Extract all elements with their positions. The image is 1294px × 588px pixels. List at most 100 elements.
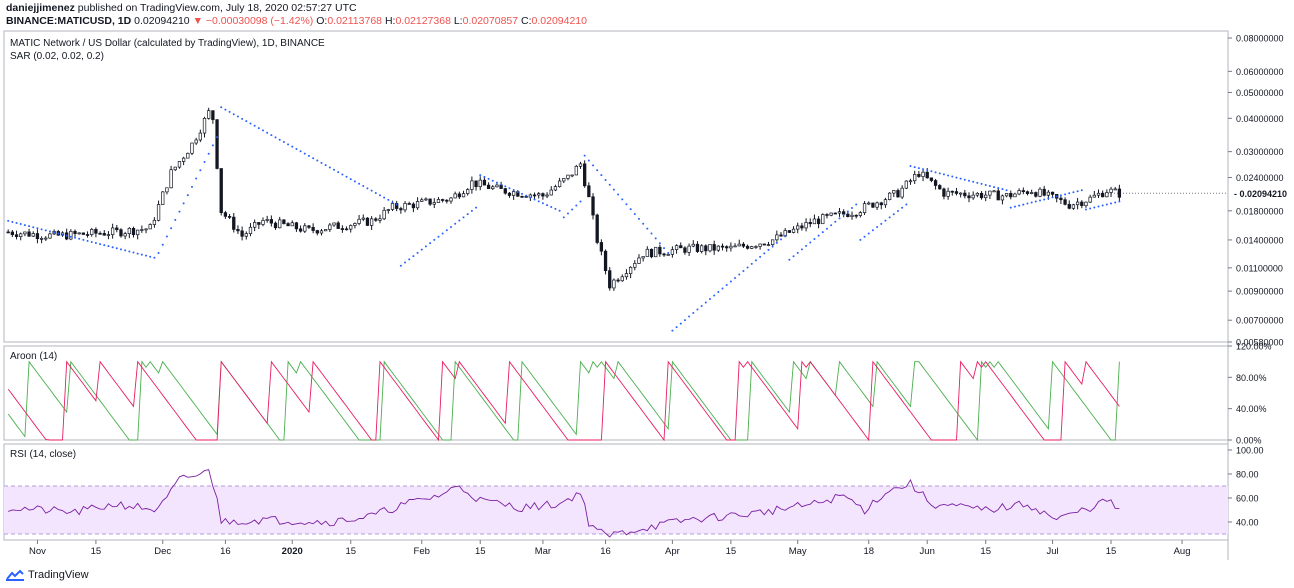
- candle-body: [328, 224, 332, 230]
- sar-dot: [1114, 201, 1117, 204]
- open-value: 0.02113768: [327, 15, 383, 27]
- candle-body: [503, 188, 507, 194]
- publish-line: daniejjimenez published on TradingView.c…: [6, 2, 357, 14]
- sar-dot: [917, 167, 920, 170]
- candle-body: [1059, 197, 1063, 201]
- sar-dot: [959, 177, 962, 180]
- sar-dot: [470, 209, 473, 212]
- candle-body: [90, 229, 94, 235]
- sar-dot: [592, 164, 595, 167]
- candle-body: [461, 193, 466, 198]
- sar-dot: [1097, 205, 1100, 208]
- sar-dot: [792, 255, 795, 258]
- tradingview-logo[interactable]: TradingView: [6, 569, 89, 581]
- candle-body: [169, 169, 173, 189]
- sar-dot: [111, 246, 114, 249]
- candle-body: [131, 227, 136, 236]
- candle-body: [94, 229, 98, 234]
- sar-dot: [637, 217, 640, 220]
- candle-body: [850, 214, 854, 217]
- candle-body: [771, 239, 775, 245]
- time-tick-label: 15: [1106, 546, 1117, 557]
- candle-body: [177, 161, 182, 168]
- candle-body: [670, 249, 675, 255]
- sar-dot: [420, 248, 423, 251]
- candle-body: [106, 234, 111, 236]
- candle-body: [913, 174, 917, 182]
- candle-body: [73, 230, 77, 234]
- candle-body: [624, 273, 629, 278]
- candle-body: [883, 199, 888, 206]
- candle-body: [683, 247, 687, 253]
- candle-body: [833, 212, 837, 215]
- sar-dot: [312, 157, 315, 160]
- sar-dot: [629, 208, 632, 211]
- sar-dot: [404, 261, 407, 264]
- sar-dot: [892, 213, 895, 216]
- candle-body: [691, 243, 695, 247]
- rsi-indicator-label[interactable]: RSI (14, close): [10, 449, 76, 460]
- candle-body: [219, 168, 223, 213]
- sar-dot: [830, 224, 833, 227]
- publish-info: published on TradingView.com, July 18, 2…: [77, 2, 357, 14]
- candle-body: [1004, 193, 1009, 197]
- sar-dot: [859, 238, 862, 241]
- sar-dot: [980, 182, 983, 185]
- candle-body: [340, 228, 345, 230]
- candle-body: [1042, 188, 1046, 196]
- sar-dot: [107, 245, 110, 248]
- chart-area[interactable]: 0.08000000 0.06000000 0.05000000 0.04000000…: [0, 28, 1294, 588]
- sar-dot: [178, 210, 181, 213]
- price-chart-title: MATIC Network / US Dollar (calculated by…: [10, 38, 325, 49]
- sar-dot: [211, 144, 214, 147]
- candle-body: [152, 219, 157, 225]
- aroon-pane: 120.00% 80.00% 40.00% 0.00%: [7, 342, 1272, 446]
- candle-body: [537, 193, 541, 196]
- sar-dot: [708, 298, 711, 301]
- last-price: 0.02094210: [134, 15, 190, 27]
- price-change: ▼ −0.00030098 (−1.42%): [192, 15, 314, 27]
- sar-dot: [19, 223, 22, 226]
- sar-dot: [972, 180, 975, 183]
- candle-body: [315, 230, 319, 234]
- sar-dot: [504, 185, 507, 188]
- sar-dot: [746, 266, 749, 269]
- sar-dot: [1084, 208, 1087, 211]
- sar-dot: [454, 222, 457, 225]
- candle-body: [633, 263, 637, 268]
- price-tick-label: 0.03000000: [1236, 147, 1284, 157]
- candle-body: [44, 237, 48, 240]
- aroon-indicator-label[interactable]: Aroon (14): [10, 351, 57, 362]
- sar-dot: [278, 138, 281, 141]
- candle-body: [858, 212, 863, 216]
- sar-dot: [7, 219, 10, 222]
- candle-body: [1000, 195, 1005, 201]
- sar-dot: [495, 181, 498, 184]
- author-name[interactable]: daniejjimenez: [6, 2, 75, 14]
- candle-body: [946, 190, 950, 197]
- candle-body: [1034, 192, 1038, 197]
- sar-dot: [951, 175, 954, 178]
- candle-body: [800, 225, 804, 229]
- last-price-axis-label: - 0.02094210: [1234, 189, 1287, 199]
- sar-dot: [1043, 198, 1046, 201]
- sar-dot: [558, 209, 561, 212]
- sar-dot: [220, 106, 223, 109]
- low-value: 0.02070857: [462, 15, 519, 27]
- candle-body: [1063, 199, 1067, 205]
- candle-body: [495, 184, 499, 188]
- candle-body: [929, 177, 934, 181]
- candle-body: [261, 220, 265, 225]
- low-label: L:: [453, 15, 463, 27]
- price-tick-label: 0.04000000: [1236, 114, 1284, 124]
- candle-body: [286, 223, 290, 227]
- sar-dot: [1055, 195, 1058, 198]
- candle-body: [278, 219, 282, 229]
- sar-dot: [53, 231, 56, 234]
- sar-indicator-label[interactable]: SAR (0.02, 0.02, 0.2): [10, 51, 104, 62]
- time-tick-label: Nov: [29, 546, 46, 557]
- sar-dot: [1110, 202, 1113, 205]
- candle-body: [716, 245, 720, 251]
- candle-body: [102, 233, 106, 236]
- candle-body: [942, 188, 946, 197]
